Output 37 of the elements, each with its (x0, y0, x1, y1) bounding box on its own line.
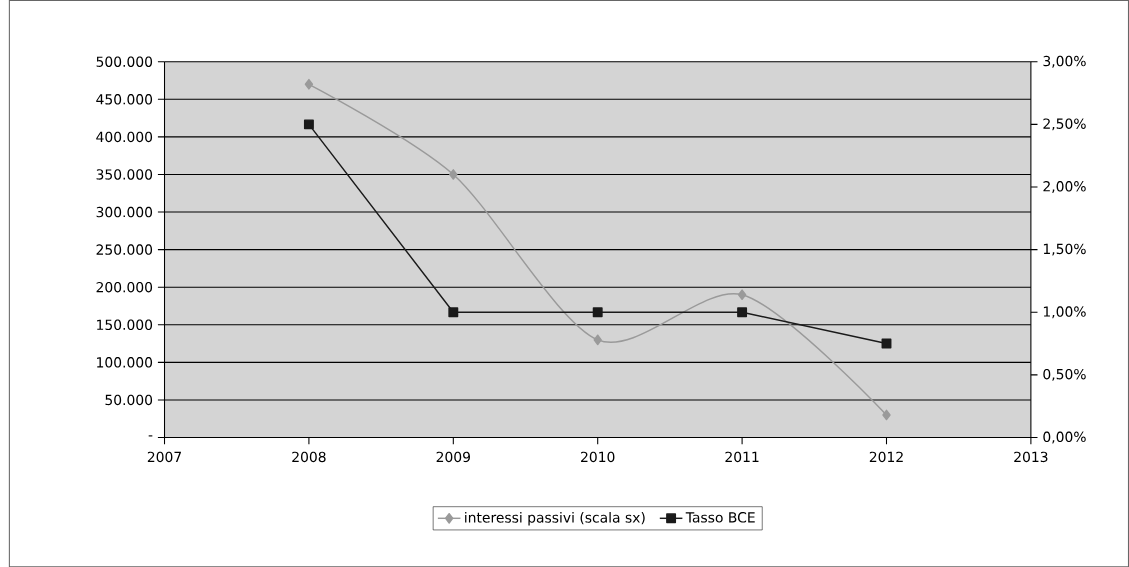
y2-tick-label: 1,50% (1043, 243, 1086, 256)
y2-tick-label: 0,50% (1043, 368, 1086, 381)
point (882, 409, 891, 421)
point (304, 78, 314, 90)
y-tick-label: 400.000 (96, 131, 153, 142)
point (737, 289, 747, 300)
y-tick-label: 500.000 (96, 56, 153, 67)
y-tick-label: 100.000 (97, 356, 153, 368)
point (881, 338, 892, 349)
y2-tick-label: 1,00% (1043, 306, 1086, 319)
x-tick-label: 2012 (869, 451, 903, 462)
y-tick-label: 300.000 (96, 206, 153, 218)
x-tick-label: 2013 (1014, 451, 1048, 462)
y2-tick-label: 3,00% (1043, 55, 1086, 68)
y-tick-label: 200.000 (96, 281, 153, 293)
y-tick-label: 50.000 (105, 394, 153, 405)
y-tick-label: - (148, 435, 153, 437)
point (449, 168, 458, 180)
point (593, 334, 602, 345)
y-tick-label: 450.000 (96, 93, 153, 105)
y-tick-label: 350.000 (96, 169, 153, 180)
y2-tick-label: 0,00% (1043, 431, 1086, 444)
legend-label: interessi passivi (scala sx) (465, 511, 645, 526)
x-tick-label: 2007 (147, 451, 181, 462)
x-tick-label: 2009 (436, 451, 470, 462)
point (737, 307, 748, 318)
legend-label: Tasso BCE (685, 511, 755, 523)
y2-tick-label: 2,50% (1043, 118, 1086, 131)
y-tick-label: 250.000 (96, 244, 153, 255)
x-tick-label: 2008 (292, 451, 326, 462)
x-tick-label: 2010 (581, 451, 615, 462)
y-tick-label: 150.000 (97, 319, 153, 330)
point (303, 119, 314, 130)
x-tick-label: 2011 (725, 451, 759, 462)
point (448, 307, 459, 318)
y2-tick-label: 2,00% (1043, 180, 1086, 193)
point (592, 307, 603, 318)
